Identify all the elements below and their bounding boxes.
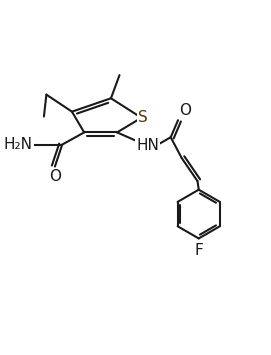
Text: S: S [138, 110, 147, 125]
Text: H₂N: H₂N [4, 137, 33, 152]
Text: HN: HN [136, 138, 159, 153]
Text: O: O [179, 103, 191, 118]
Text: O: O [49, 169, 61, 184]
Text: F: F [194, 243, 203, 258]
